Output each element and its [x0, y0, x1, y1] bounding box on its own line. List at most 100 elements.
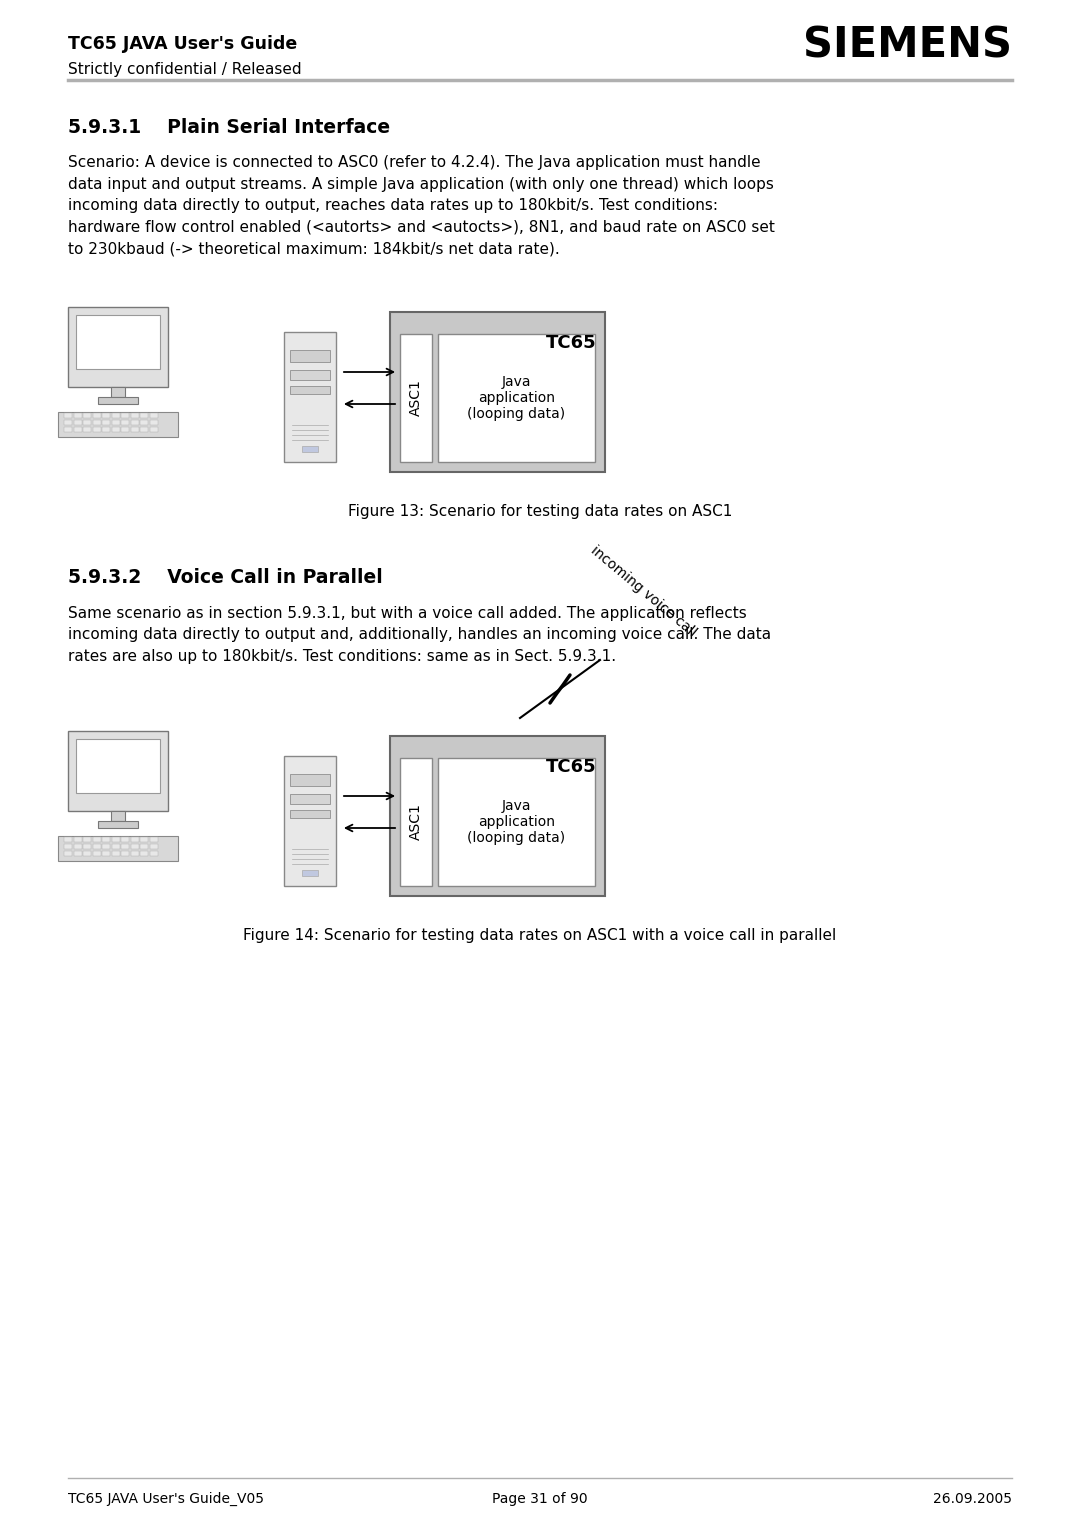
Bar — [390, 736, 605, 895]
Bar — [131, 420, 138, 425]
Text: rates are also up to 180kbit/s. Test conditions: same as in Sect. 5.9.3.1.: rates are also up to 180kbit/s. Test con… — [68, 649, 616, 665]
Bar — [111, 811, 125, 821]
Text: SIEMENS: SIEMENS — [804, 24, 1012, 67]
Bar — [121, 851, 129, 856]
Bar — [83, 426, 91, 432]
Bar — [111, 387, 125, 397]
Bar — [390, 312, 605, 472]
Bar — [93, 851, 100, 856]
Text: ASC1: ASC1 — [409, 804, 423, 840]
Text: Scenario: A device is connected to ASC0 (refer to 4.2.4). The Java application m: Scenario: A device is connected to ASC0 … — [68, 154, 760, 170]
Bar — [291, 387, 330, 394]
Bar — [76, 740, 160, 793]
Bar — [102, 851, 110, 856]
Bar — [140, 851, 148, 856]
Bar — [93, 837, 100, 842]
Bar — [73, 413, 81, 419]
Bar — [149, 843, 158, 850]
Text: to 230kbaud (-> theoretical maximum: 184kbit/s net data rate).: to 230kbaud (-> theoretical maximum: 184… — [68, 241, 559, 257]
Bar — [102, 420, 110, 425]
Text: Java
application
(looping data): Java application (looping data) — [468, 374, 566, 422]
Bar — [140, 413, 148, 419]
Bar — [98, 397, 138, 403]
Text: TC65: TC65 — [546, 758, 597, 776]
Text: Figure 13: Scenario for testing data rates on ASC1: Figure 13: Scenario for testing data rat… — [348, 504, 732, 520]
Bar — [291, 795, 330, 804]
Bar — [149, 851, 158, 856]
Bar — [64, 843, 72, 850]
Bar — [102, 426, 110, 432]
Bar — [291, 370, 330, 380]
Bar — [73, 843, 81, 850]
Bar — [64, 420, 72, 425]
Bar — [83, 843, 91, 850]
Bar — [149, 420, 158, 425]
Bar — [400, 335, 432, 461]
Text: incoming data directly to output, reaches data rates up to 180kbit/s. Test condi: incoming data directly to output, reache… — [68, 199, 718, 212]
Text: data input and output streams. A simple Java application (with only one thread) : data input and output streams. A simple … — [68, 177, 774, 191]
Bar — [83, 413, 91, 419]
Bar — [302, 869, 318, 876]
Bar — [73, 420, 81, 425]
Bar — [111, 426, 120, 432]
Bar — [121, 843, 129, 850]
Bar — [291, 350, 330, 362]
Bar — [140, 420, 148, 425]
Bar — [111, 843, 120, 850]
Bar — [64, 413, 72, 419]
Bar — [102, 843, 110, 850]
Bar — [131, 837, 138, 842]
Text: TC65: TC65 — [546, 335, 597, 351]
Bar — [68, 730, 168, 811]
Bar — [83, 837, 91, 842]
Text: Java
application
(looping data): Java application (looping data) — [468, 799, 566, 845]
Bar — [121, 420, 129, 425]
Bar — [149, 413, 158, 419]
Bar — [111, 413, 120, 419]
Bar — [284, 332, 336, 461]
Text: 5.9.3.2    Voice Call in Parallel: 5.9.3.2 Voice Call in Parallel — [68, 568, 382, 587]
Text: 26.09.2005: 26.09.2005 — [933, 1491, 1012, 1507]
Bar — [73, 837, 81, 842]
Bar — [302, 446, 318, 452]
Bar — [438, 335, 595, 461]
Text: TC65 JAVA User's Guide_V05: TC65 JAVA User's Guide_V05 — [68, 1491, 264, 1507]
Bar — [111, 837, 120, 842]
Bar — [73, 426, 81, 432]
Bar — [58, 836, 178, 860]
Text: Strictly confidential / Released: Strictly confidential / Released — [68, 63, 301, 76]
Bar — [102, 837, 110, 842]
Text: ASC1: ASC1 — [409, 379, 423, 417]
Bar — [102, 413, 110, 419]
Bar — [76, 315, 160, 368]
Bar — [291, 810, 330, 817]
Text: incoming data directly to output and, additionally, handles an incoming voice ca: incoming data directly to output and, ad… — [68, 628, 771, 642]
Bar — [64, 426, 72, 432]
Bar — [131, 851, 138, 856]
Bar — [68, 307, 168, 387]
Bar — [149, 837, 158, 842]
Bar — [58, 413, 178, 437]
Bar — [140, 837, 148, 842]
Bar — [121, 837, 129, 842]
Bar — [83, 851, 91, 856]
Bar — [291, 775, 330, 785]
Bar — [111, 420, 120, 425]
Text: Figure 14: Scenario for testing data rates on ASC1 with a voice call in parallel: Figure 14: Scenario for testing data rat… — [243, 927, 837, 943]
Text: TC65 JAVA User's Guide: TC65 JAVA User's Guide — [68, 35, 297, 53]
Bar — [131, 843, 138, 850]
Bar — [93, 413, 100, 419]
Bar — [284, 756, 336, 886]
Bar — [149, 426, 158, 432]
Bar — [64, 851, 72, 856]
Text: 5.9.3.1    Plain Serial Interface: 5.9.3.1 Plain Serial Interface — [68, 118, 390, 138]
Bar — [93, 426, 100, 432]
Bar — [131, 426, 138, 432]
Bar — [131, 413, 138, 419]
Bar — [98, 821, 138, 828]
Bar — [93, 843, 100, 850]
Bar — [121, 413, 129, 419]
Bar — [140, 843, 148, 850]
Bar — [111, 851, 120, 856]
Text: hardware flow control enabled (<autorts> and <autocts>), 8N1, and baud rate on A: hardware flow control enabled (<autorts>… — [68, 220, 774, 234]
